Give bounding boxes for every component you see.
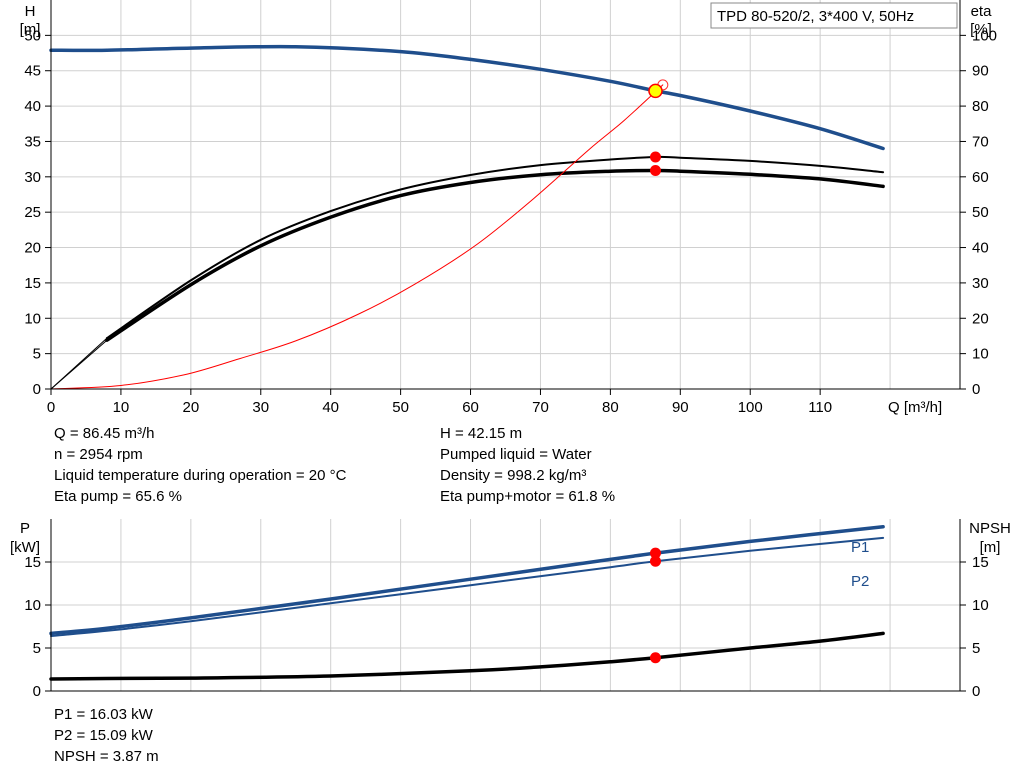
p2-operating-point xyxy=(649,555,661,567)
info-density: Density = 998.2 kg/m³ xyxy=(440,467,587,484)
eta-pump-curve xyxy=(105,155,885,340)
info-q: Q = 86.45 m³/h xyxy=(54,425,155,442)
npsh-operating-point xyxy=(649,652,661,664)
bottom-y-right-label-1: NPSH xyxy=(969,520,1011,537)
npsh-curve xyxy=(49,631,885,681)
bottom-chart-axes: 0 5 10 15 0 5 10 15 xyxy=(24,519,989,700)
top-x-tick-label: 110 xyxy=(808,399,832,416)
bottom-y-right-tick-label: 10 xyxy=(972,597,989,614)
top-y-left-tick-label: 20 xyxy=(24,240,41,257)
top-y-left-tick-label: 0 xyxy=(33,381,41,398)
top-x-tick-label: 90 xyxy=(672,399,689,416)
top-x-tick-label: 20 xyxy=(183,399,200,416)
system-curve xyxy=(50,84,664,390)
eta-curve-extension xyxy=(50,339,108,390)
eta-total-operating-point xyxy=(649,164,661,176)
top-y-left-label-2: [m] xyxy=(20,21,41,38)
info-eta-pump: Eta pump = 65.6 % xyxy=(54,488,182,505)
info-n: n = 2954 rpm xyxy=(54,446,143,463)
top-y-right-tick-label: 40 xyxy=(972,240,989,257)
top-y-left-tick-label: 45 xyxy=(24,63,41,80)
bottom-y-right-tick-label: 0 xyxy=(972,683,980,700)
bottom-y-right-tick-label: 15 xyxy=(972,554,989,571)
top-y-left-tick-label: 30 xyxy=(24,169,41,186)
info-liquid: Pumped liquid = Water xyxy=(440,446,592,463)
bottom-y-left-label-1: P xyxy=(20,520,30,537)
bottom-y-left-label-2: [kW] xyxy=(10,539,40,556)
top-y-right-label-2: [%] xyxy=(970,21,992,38)
top-y-right-tick-label: 30 xyxy=(972,275,989,292)
top-chart-axes: 0 10 20 30 40 50 60 70 80 90 100 110051015202530354… xyxy=(24,0,997,416)
top-y-left-tick-label: 40 xyxy=(24,98,41,115)
top-x-tick-label: 50 xyxy=(392,399,409,416)
info-temperature: Liquid temperature during operation = 20… xyxy=(54,467,347,484)
top-x-tick-label: 0 xyxy=(47,399,55,416)
top-y-right-tick-label: 10 xyxy=(972,346,989,363)
top-x-tick-label: 30 xyxy=(252,399,269,416)
bottom-chart-series xyxy=(49,524,885,681)
top-x-tick-label: 70 xyxy=(532,399,549,416)
top-y-right-tick-label: 50 xyxy=(972,204,989,221)
top-chart-grid xyxy=(50,0,960,390)
bottom-y-left-tick-label: 15 xyxy=(24,554,41,571)
p1-operating-point xyxy=(649,547,661,559)
top-x-tick-label: 60 xyxy=(462,399,479,416)
info-h: H = 42.15 m xyxy=(440,425,523,442)
top-y-right-tick-label: 80 xyxy=(972,98,989,115)
top-y-right-tick-label: 90 xyxy=(972,63,989,80)
series-label-p2: P2 xyxy=(851,573,869,590)
head-operating-point xyxy=(648,83,663,99)
head-curve xyxy=(49,44,885,151)
top-y-left-tick-label: 15 xyxy=(24,275,41,292)
bottom-y-left-tick-label: 0 xyxy=(33,683,41,700)
eta-total-curve xyxy=(105,168,885,342)
top-y-left-tick-label: 35 xyxy=(24,133,41,150)
bottom-chart-grid xyxy=(50,519,960,692)
info-p1: P1 = 16.03 kW xyxy=(54,706,153,723)
bottom-y-left-tick-label: 10 xyxy=(24,597,41,614)
top-y-right-label-1: eta xyxy=(971,3,993,20)
top-x-tick-label: 100 xyxy=(738,399,763,416)
info-top-right: H = 42.15 m Pumped liquid = Water Densit… xyxy=(440,423,615,507)
top-y-left-label-1: H xyxy=(25,3,36,20)
eta-pump-operating-point xyxy=(649,151,661,163)
top-y-right-tick-label: 100 xyxy=(972,27,997,44)
top-x-tick-label: 40 xyxy=(322,399,339,416)
top-y-right-tick-label: 60 xyxy=(972,169,989,186)
bottom-y-right-tick-label: 5 xyxy=(972,640,980,657)
top-y-left-tick-label: 25 xyxy=(24,204,41,221)
top-x-tick-label: 10 xyxy=(113,399,130,416)
info-top-left: Q = 86.45 m³/h n = 2954 rpm Liquid tempe… xyxy=(54,423,346,507)
top-y-left-tick-label: 10 xyxy=(24,310,41,327)
top-chart-series xyxy=(49,44,885,390)
top-y-right-tick-label: 20 xyxy=(972,310,989,327)
info-npsh: NPSH = 3.87 m xyxy=(54,748,159,765)
series-label-p1: P1 xyxy=(851,539,869,556)
legend-box xyxy=(710,2,958,29)
bottom-y-left-tick-label: 5 xyxy=(33,640,41,657)
p1-curve xyxy=(49,524,885,636)
legend-box-text: TPD 80-520/2, 3*400 V, 50Hz xyxy=(717,8,914,25)
top-y-left-tick-label: 50 xyxy=(24,27,41,44)
top-y-right-tick-label: 70 xyxy=(972,133,989,150)
p2-curve xyxy=(50,536,885,637)
bottom-y-right-label-2: [m] xyxy=(980,539,1001,556)
info-bottom: P1 = 16.03 kW P2 = 15.09 kW NPSH = 3.87 … xyxy=(54,704,159,767)
top-y-right-tick-label: 0 xyxy=(972,381,980,398)
top-x-label: Q [m³/h] xyxy=(888,399,942,416)
info-eta-total: Eta pump+motor = 61.8 % xyxy=(440,488,616,505)
top-x-tick-label: 80 xyxy=(602,399,619,416)
top-y-left-tick-label: 5 xyxy=(33,346,41,363)
info-p2: P2 = 15.09 kW xyxy=(54,727,153,744)
